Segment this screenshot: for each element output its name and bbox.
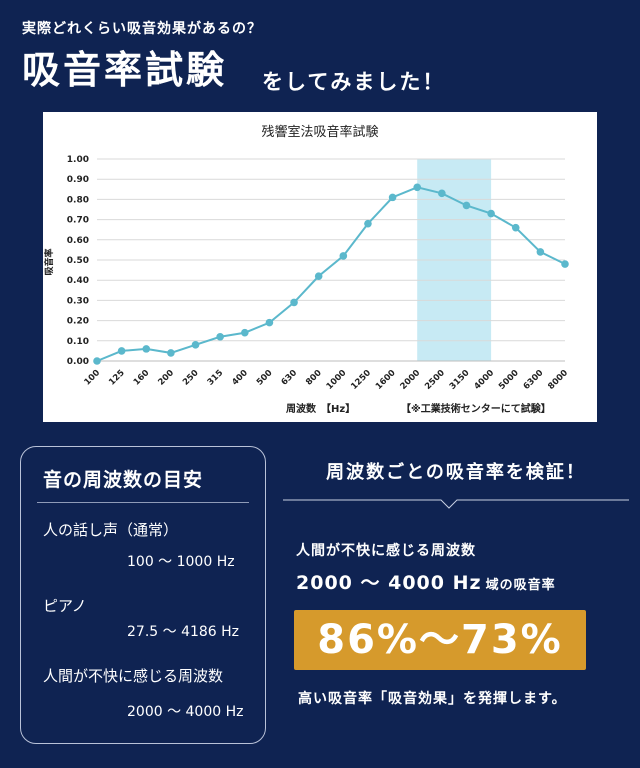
data-point [191,341,200,349]
y-tick-label: 0.50 [67,256,89,266]
x-tick-label: 6300 [522,368,546,392]
data-point [388,193,397,202]
x-tick-label: 2500 [423,368,447,392]
y-tick-label: 0.00 [67,357,89,367]
guide-item-label: ピアノ [43,597,87,615]
data-point [462,201,471,210]
verify-range-value: 2000 〜 4000 Hz [296,572,482,594]
data-point [216,332,224,341]
y-tick-label: 0.40 [67,276,89,286]
data-point [536,248,545,256]
chart-title: 残響室法吸音率試験 [261,124,378,140]
x-tick-label: 800 [304,368,324,388]
data-point [117,347,126,355]
x-tick-label: 100 [82,368,102,388]
x-tick-label: 630 [280,368,300,388]
data-point [290,298,298,307]
x-tick-label: 200 [156,368,176,388]
y-tick-label: 0.90 [67,175,89,185]
guide-divider [37,502,249,503]
data-point [167,349,175,357]
conclusion-text: 高い吸音率「吸音効果」を発揮します。 [298,691,567,707]
verify-range: 2000 〜 4000 Hz 域の吸音率 [296,568,556,595]
y-tick-label: 0.30 [67,296,89,306]
test-note: 【※工業技術センターにて試験】 [401,402,551,415]
verify-title: 周波数ごとの吸音率を検証！ [326,462,586,483]
x-tick-label: 3150 [448,368,472,392]
data-point [93,357,101,365]
data-point [339,252,348,260]
x-tick-label: 315 [206,368,226,388]
y-tick-label: 0.70 [67,216,89,226]
data-point [438,189,446,198]
y-tick-label: 0.60 [67,236,89,246]
x-tick-label: 5000 [497,368,521,392]
y-tick-label: 0.10 [67,337,89,347]
guide-item-label: 人の話し声（通常） [43,521,179,539]
intro-text: 実際どれくらい吸音効果があるの？ [22,21,262,37]
data-point [364,219,372,228]
data-point [314,272,323,280]
x-tick-label: 250 [181,368,201,388]
x-tick-label: 1000 [325,368,349,392]
y-tick-label: 0.80 [67,195,89,205]
x-tick-label: 4000 [472,368,496,392]
chart-panel: 0.00 0.10 0.20 0.30 0.40 0.50 0.60 0.70 0.80 0.90… [43,112,597,422]
data-point [487,209,495,218]
guide-item-range: 2000 〜 4000 Hz [127,704,244,720]
x-tick-label: 125 [107,368,127,388]
series-line [96,186,566,362]
absorption-chart: 0.00 0.10 0.20 0.30 0.40 0.50 0.60 0.70 0.80 0.90… [43,124,570,415]
x-tick-label: 1600 [374,368,398,392]
x-tick-label: 1250 [349,368,373,392]
x-tick-label: 160 [132,368,152,388]
y-tick-label: 1.00 [67,155,89,165]
percent-badge: 86%〜73% [294,610,586,670]
guide-item-range: 27.5 〜 4186 Hz [127,624,240,640]
x-axis-label: 周波数 【Hz】 [286,402,355,415]
data-point [142,345,151,353]
data-point [561,260,569,268]
guide-title: 音の周波数の目安 [43,469,204,491]
data-point [511,223,520,232]
guide-item-range: 100 〜 1000 Hz [127,554,235,570]
headline-subtext: をしてみました！ [262,70,446,94]
verify-divider [283,499,629,509]
x-tick-label: 8000 [546,368,570,392]
x-tick-label: 500 [255,368,275,388]
guide-item-label: 人間が不快に感じる周波数 [43,667,224,685]
data-point [240,328,249,337]
headline: 吸音率試験 [22,48,228,92]
x-tick-label: 400 [230,368,250,388]
y-axis-label: 吸音率 [43,248,55,275]
y-tick-label: 0.20 [67,317,89,327]
verify-range-suffix: 域の吸音率 [485,578,556,593]
x-tick-label: 2000 [399,368,423,392]
frequency-guide-box: 音の周波数の目安 人の話し声（通常） 100 〜 1000 Hz ピアノ 27.… [20,446,266,744]
data-point [413,183,422,192]
data-point [265,318,274,327]
verify-text: 人間が不快に感じる周波数 [296,543,476,559]
